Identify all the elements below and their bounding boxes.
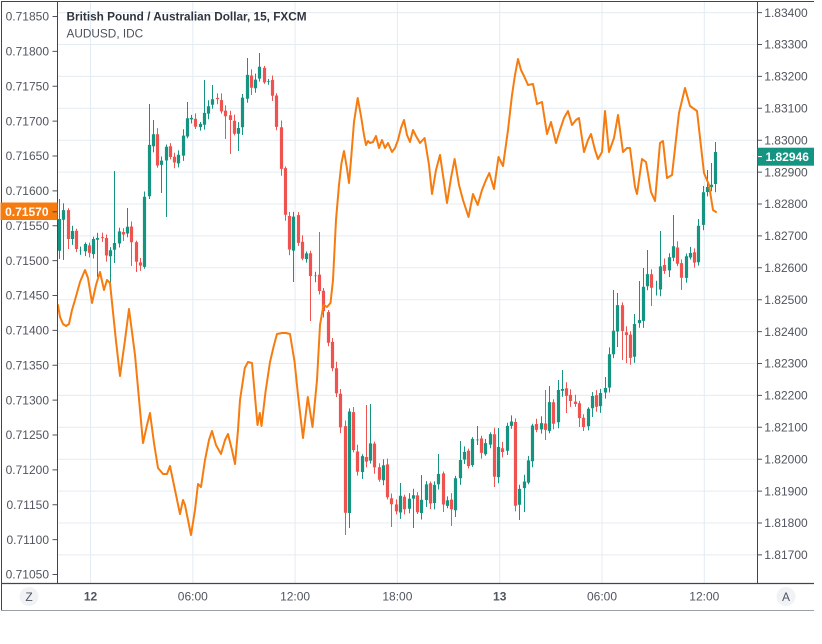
svg-text:A: A [782,590,790,604]
svg-text:12: 12 [84,590,98,604]
svg-text:06:00: 06:00 [178,590,208,604]
svg-text:1.82700: 1.82700 [764,229,808,243]
svg-text:1.82946: 1.82946 [766,150,810,164]
svg-text:0.71200: 0.71200 [6,463,50,477]
svg-text:0.71250: 0.71250 [6,428,50,442]
svg-text:0.71150: 0.71150 [7,498,50,512]
svg-text:1.81900: 1.81900 [764,484,808,498]
svg-text:1.82800: 1.82800 [764,197,808,211]
svg-text:1.83200: 1.83200 [764,70,808,84]
svg-text:0.71300: 0.71300 [6,393,50,407]
svg-text:1.83100: 1.83100 [764,102,808,116]
svg-text:13: 13 [493,590,507,604]
svg-text:0.71550: 0.71550 [6,219,50,233]
svg-text:06:00: 06:00 [587,590,617,604]
svg-text:0.71100: 0.71100 [7,533,50,547]
svg-text:0.71350: 0.71350 [6,358,50,372]
svg-text:0.71570: 0.71570 [5,205,49,219]
svg-text:0.71500: 0.71500 [6,254,50,268]
svg-text:1.82600: 1.82600 [764,261,808,275]
svg-text:0.71700: 0.71700 [6,114,50,128]
svg-text:12:00: 12:00 [280,590,310,604]
svg-text:1.82900: 1.82900 [764,165,808,179]
svg-text:1.82300: 1.82300 [764,357,808,371]
svg-text:1.81700: 1.81700 [764,548,808,562]
svg-text:18:00: 18:00 [382,590,412,604]
svg-text:0.71400: 0.71400 [6,324,50,338]
svg-text:0.71450: 0.71450 [6,289,50,303]
svg-text:0.71750: 0.71750 [6,80,50,94]
svg-text:1.83400: 1.83400 [764,6,808,20]
svg-text:1.82000: 1.82000 [764,452,808,466]
svg-text:0.71050: 0.71050 [6,568,50,582]
svg-text:1.82200: 1.82200 [764,389,808,403]
svg-text:1.83000: 1.83000 [764,133,808,147]
svg-text:12:00: 12:00 [689,590,719,604]
svg-text:AUDUSD, IDC: AUDUSD, IDC [67,27,144,41]
svg-text:1.82500: 1.82500 [764,293,808,307]
svg-text:British Pound / Australian Dol: British Pound / Australian Dollar, 15, F… [67,10,307,24]
svg-text:0.71850: 0.71850 [6,10,50,24]
svg-text:1.81800: 1.81800 [764,516,808,530]
svg-text:1.82400: 1.82400 [764,325,808,339]
svg-text:1.83300: 1.83300 [764,38,808,52]
svg-text:0.71800: 0.71800 [6,45,50,59]
svg-text:0.71650: 0.71650 [6,149,50,163]
svg-text:1.82100: 1.82100 [764,421,808,435]
svg-text:0.71600: 0.71600 [6,184,50,198]
svg-text:Z: Z [25,590,32,604]
